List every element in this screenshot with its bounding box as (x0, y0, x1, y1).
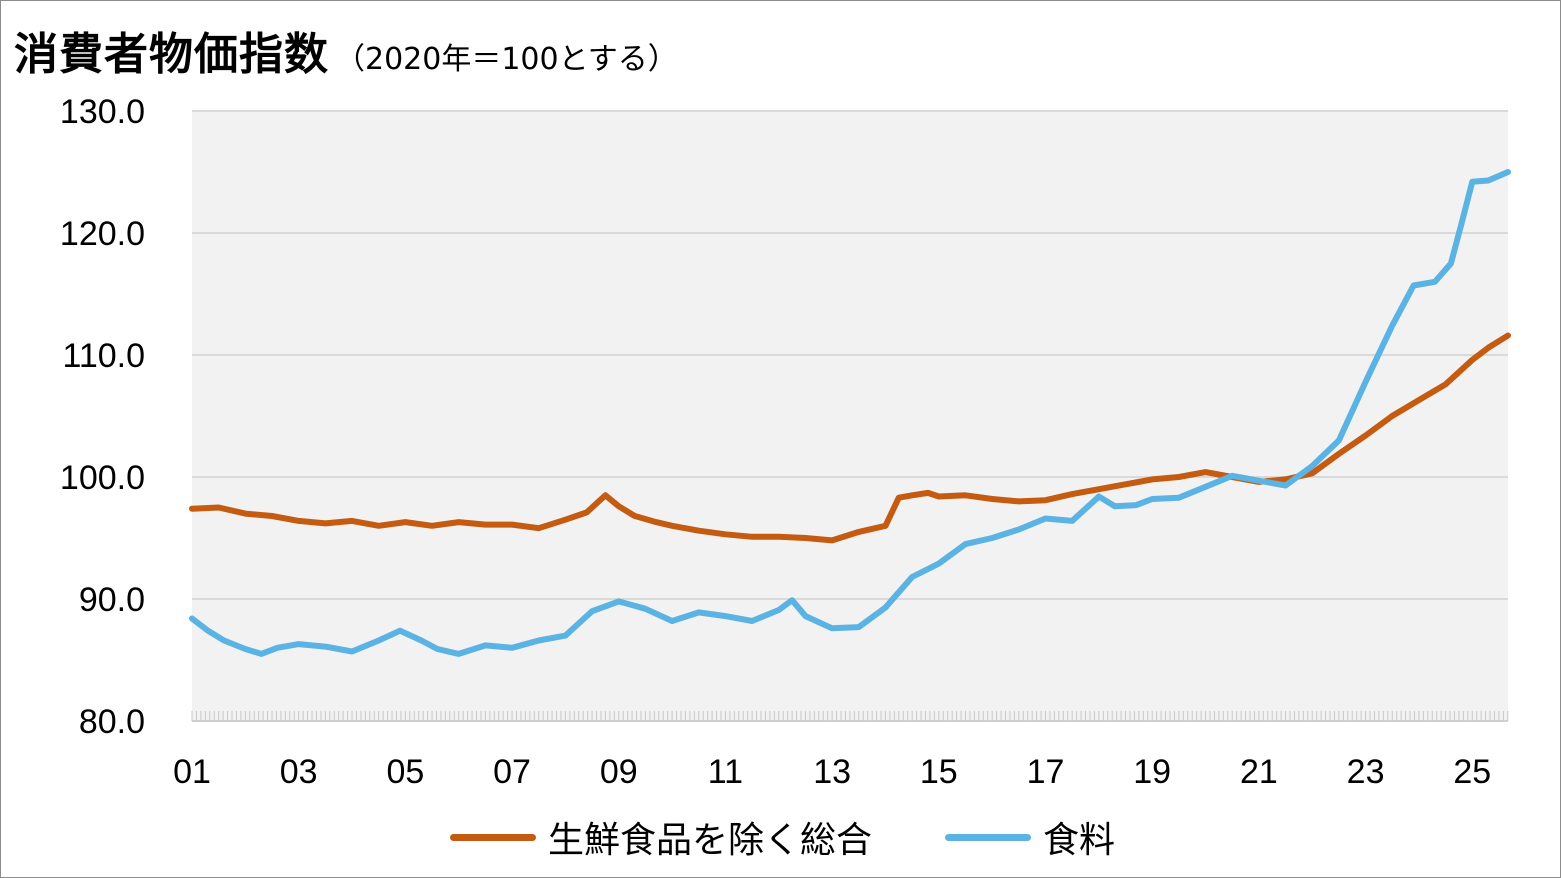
legend-item-food: 食料 (945, 812, 1115, 862)
x-tick-label: 21 (1240, 753, 1278, 791)
series-layer (189, 169, 1511, 657)
y-tick-label: 90.0 (79, 581, 145, 619)
y-tick-label: 80.0 (79, 703, 145, 741)
series-line-core-cpi (189, 332, 1511, 544)
x-tick-label: 01 (173, 753, 211, 791)
chart-title-block: 消費者物価指数 （2020年＝100とする） (14, 18, 678, 82)
x-tick-label: 23 (1347, 753, 1385, 791)
x-tick-label: 11 (708, 753, 743, 791)
y-axis-tick-labels: 80.0 90.0 100.0 110.0 120.0 130.0 (60, 93, 145, 741)
x-tick-label: 05 (386, 753, 424, 791)
legend-label-food: 食料 (1043, 820, 1116, 861)
x-tick-label: 13 (813, 753, 851, 791)
x-tick-label: 17 (1027, 753, 1065, 791)
x-axis-tick-labels: 01 03 05 07 09 11 13 15 17 19 21 23 25 (173, 753, 1491, 791)
x-tick-label: 25 (1453, 753, 1491, 791)
x-tick-label: 03 (280, 753, 318, 791)
y-tick-label: 110.0 (62, 337, 145, 375)
x-axis-minor-ticks (191, 711, 1509, 722)
legend: 生鮮食品を除く総合 食料 (0, 812, 1561, 862)
legend-swatch-food (945, 833, 1031, 841)
x-tick-label: 09 (600, 753, 638, 791)
chart-title: 消費者物価指数 (14, 29, 329, 80)
x-tick-label: 15 (920, 753, 958, 791)
chart-subtitle: （2020年＝100とする） (335, 42, 678, 77)
x-tick-label: 07 (493, 753, 531, 791)
series-line-food (189, 169, 1511, 657)
x-tick-label: 19 (1133, 753, 1171, 791)
y-tick-label: 100.0 (60, 459, 145, 497)
legend-item-core-cpi: 生鮮食品を除く総合 (450, 812, 872, 862)
y-tick-label: 130.0 (60, 93, 145, 131)
legend-label-core-cpi: 生鮮食品を除く総合 (548, 820, 873, 861)
plot-area (192, 111, 1508, 721)
y-tick-label: 120.0 (60, 215, 145, 253)
legend-swatch-core-cpi (450, 833, 536, 841)
